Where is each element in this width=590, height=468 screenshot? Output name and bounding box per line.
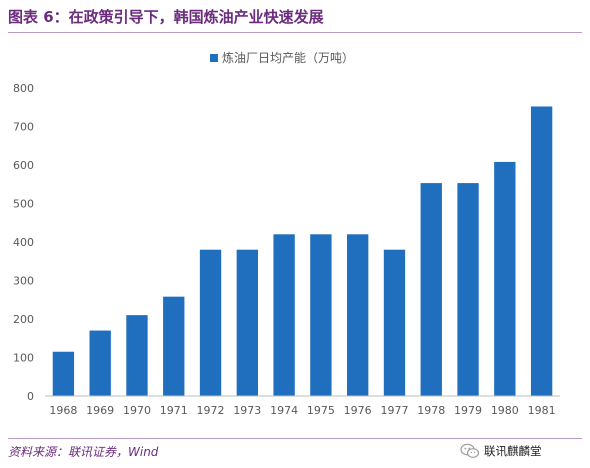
bar-1970 [126,315,148,396]
bar-1977 [383,249,406,396]
bar-1974 [273,234,295,396]
title-divider [8,32,582,33]
chart-title: 图表 6：在政策引导下，韩国炼油产业快速发展 [8,8,324,26]
x-tick-label: 1975 [307,404,335,417]
y-tick-label: 600 [13,159,34,172]
y-tick-label: 400 [13,236,34,249]
y-tick-label: 700 [13,121,34,134]
bar-1968 [52,351,75,396]
y-tick-label: 800 [13,82,34,95]
x-tick-label: 1980 [491,404,519,417]
x-tick-label: 1972 [197,404,225,417]
x-tick-label: 1970 [123,404,151,417]
legend-label: 炼油厂日均产能（万吨） [222,50,354,65]
bar-1976 [347,234,369,396]
bar-1978 [420,183,442,396]
bar-1975 [310,234,332,396]
x-tick-label: 1978 [417,404,445,417]
x-tick-label: 1968 [49,404,77,417]
y-axis-ticks: 0 100 200 300 400 500 600 700 800 [13,82,34,403]
bar-1979 [457,183,479,396]
bar-chart: 炼油厂日均产能（万吨） 0 100 200 300 400 500 600 700 800 19… [13,50,560,417]
bar-1969 [89,330,111,396]
x-tick-label: 1977 [380,404,408,417]
legend: 炼油厂日均产能（万吨） [210,50,354,65]
bars [52,106,553,396]
y-tick-label: 100 [13,352,34,365]
x-tick-label: 1973 [233,404,261,417]
bar-1981 [530,106,553,396]
x-tick-label: 1976 [344,404,372,417]
watermark: 联讯麒麟堂 [460,440,542,462]
wechat-icon [460,443,480,458]
y-tick-label: 300 [13,275,34,288]
source-note: 资料来源：联讯证券，Wind [8,445,159,459]
bar-1973 [236,249,258,396]
bar-1971 [163,296,185,396]
y-tick-label: 500 [13,198,34,211]
bar-1980 [494,161,516,396]
x-tick-label: 1981 [528,404,556,417]
watermark-text: 联讯麒麟堂 [484,444,542,458]
source-divider [8,438,582,439]
x-tick-label: 1969 [86,404,114,417]
x-axis-ticks: 1968 1969 1970 1971 1972 1973 1974 1975 1976 1977… [49,404,555,417]
x-tick-label: 1974 [270,404,298,417]
x-tick-label: 1979 [454,404,482,417]
y-tick-label: 0 [27,390,34,403]
x-tick-label: 1971 [160,404,188,417]
legend-swatch [210,54,218,62]
bar-1972 [199,249,222,396]
y-tick-label: 200 [13,313,34,326]
